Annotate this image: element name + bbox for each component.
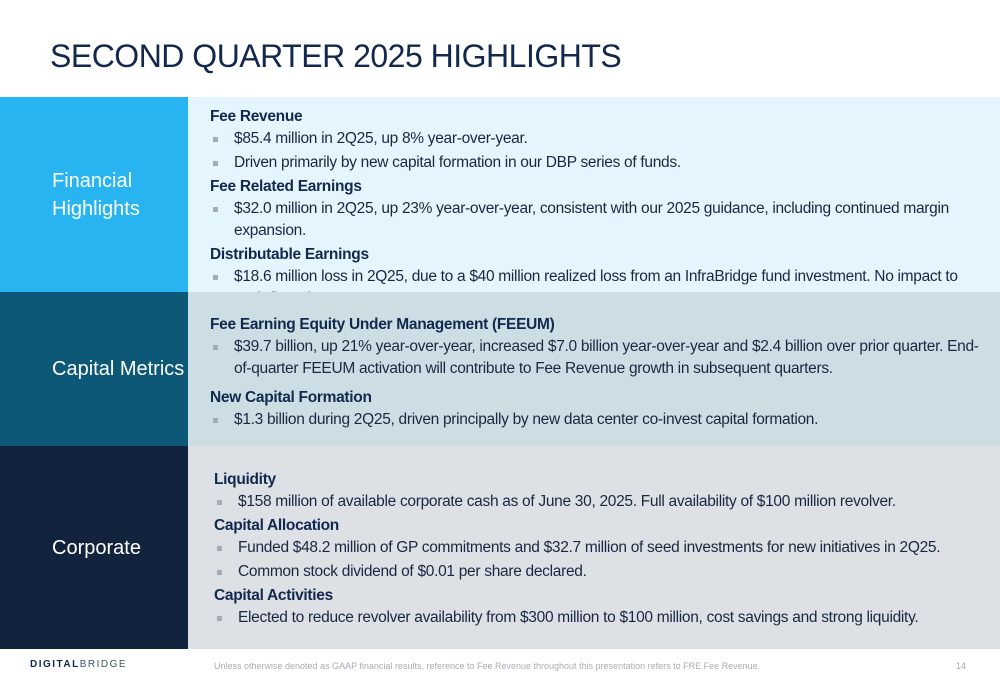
page-number: 14: [956, 661, 967, 671]
bullet-square-icon: [213, 137, 218, 142]
section-heading: Fee Revenue: [210, 108, 303, 125]
bullet-item: $85.4 million in 2Q25, up 8% year-over-y…: [210, 128, 982, 150]
bullet-square-icon: [213, 161, 218, 166]
bullet-text: Funded $48.2 million of GP commitments a…: [238, 539, 941, 556]
bullet-text: $85.4 million in 2Q25, up 8% year-over-y…: [234, 130, 528, 147]
bullet-item: Funded $48.2 million of GP commitments a…: [214, 537, 982, 559]
section-heading: Distributable Earnings: [210, 246, 369, 263]
section-heading: Fee Related Earnings: [210, 178, 362, 195]
bullet-text: $32.0 million in 2Q25, up 23% year-over-…: [234, 200, 949, 239]
band-label: Corporate: [0, 446, 188, 649]
financial-highlights-band: Financial Highlights Fee Revenue $85.4 m…: [0, 97, 1000, 307]
bullet-item: Common stock dividend of $0.01 per share…: [214, 561, 982, 583]
band-label: Capital Metrics: [0, 292, 188, 446]
corporate-band: Corporate Liquidity $158 million of avai…: [0, 446, 1000, 649]
logo-text-part2: BRIDGE: [79, 659, 128, 670]
bullet-text: $39.7 billion, up 21% year-over-year, in…: [234, 338, 979, 377]
bullet-text: Driven primarily by new capital formatio…: [234, 154, 681, 171]
band-content: Fee Revenue $85.4 million in 2Q25, up 8%…: [188, 97, 1000, 307]
band-content: Liquidity $158 million of available corp…: [188, 446, 1000, 649]
section-heading: New Capital Formation: [210, 389, 372, 406]
bullet-square-icon: [213, 418, 218, 423]
band-label: Financial Highlights: [0, 97, 188, 292]
bullet-text: Common stock dividend of $0.01 per share…: [238, 563, 587, 580]
bullet-square-icon: [217, 616, 222, 621]
bullet-square-icon: [217, 570, 222, 575]
bullet-item: $158 million of available corporate cash…: [214, 491, 982, 513]
bullet-item: $39.7 billion, up 21% year-over-year, in…: [210, 336, 982, 380]
bullet-text: Elected to reduce revolver availability …: [238, 609, 919, 626]
bullet-square-icon: [217, 500, 222, 505]
section-heading: Liquidity: [214, 471, 276, 488]
page-title: SECOND QUARTER 2025 HIGHLIGHTS: [50, 38, 622, 74]
section-heading: Capital Allocation: [214, 517, 339, 534]
band-content: Fee Earning Equity Under Management (FEE…: [188, 292, 1000, 446]
bullet-item: $1.3 billion during 2Q25, driven princip…: [210, 409, 982, 431]
bullet-item: Elected to reduce revolver availability …: [214, 607, 982, 629]
bullet-item: $32.0 million in 2Q25, up 23% year-over-…: [210, 198, 982, 242]
bullet-text: $158 million of available corporate cash…: [238, 493, 896, 510]
section-heading: Capital Activities: [214, 587, 333, 604]
bullet-item: Driven primarily by new capital formatio…: [210, 152, 982, 174]
bullet-square-icon: [213, 275, 218, 280]
logo-text-part1: DIGITAL: [30, 659, 80, 670]
bullet-square-icon: [217, 546, 222, 551]
bullet-square-icon: [213, 207, 218, 212]
digitalbridge-logo: DIGITALBRIDGE: [30, 659, 127, 670]
bullet-text: $1.3 billion during 2Q25, driven princip…: [234, 411, 819, 428]
bullet-square-icon: [213, 345, 218, 350]
capital-metrics-band: Capital Metrics Fee Earning Equity Under…: [0, 292, 1000, 446]
footnote: Unless otherwise denoted as GAAP financi…: [214, 661, 761, 671]
section-heading: Fee Earning Equity Under Management (FEE…: [210, 316, 555, 333]
